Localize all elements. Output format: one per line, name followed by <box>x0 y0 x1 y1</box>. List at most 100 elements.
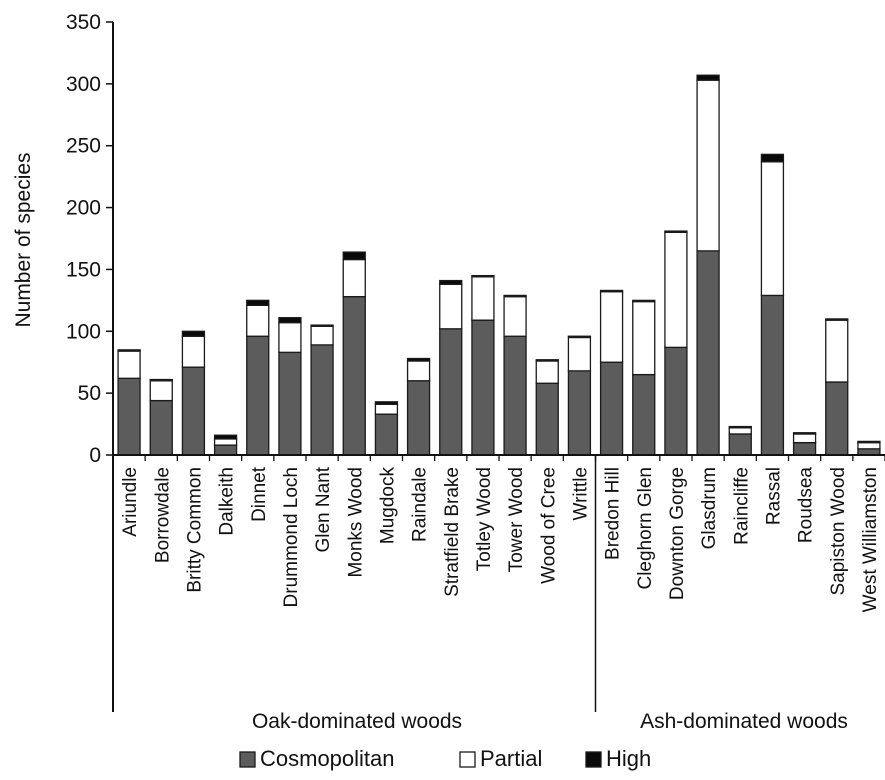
x-category-label-20: Rassal <box>763 467 784 525</box>
bar-partial-18 <box>696 79 720 252</box>
bar-high-3 <box>213 434 238 440</box>
x-category-label-6: Glen Nant <box>313 466 334 552</box>
x-category-label-0: Ariundle <box>120 467 141 537</box>
bar-partial-22 <box>825 319 849 383</box>
x-category-label-15: Bredon Hill <box>603 467 624 560</box>
bar-cosmopolitan-2 <box>181 366 206 456</box>
y-tick-label-350: 350 <box>66 11 101 34</box>
bar-partial-11 <box>471 276 495 321</box>
x-category-label-8: Mugdock <box>377 467 398 545</box>
x-category-label-4: Dinnet <box>249 466 270 522</box>
x-category-labels: Ariundle Borrowdale Britty Common Dalkeith D… <box>120 466 881 612</box>
bar-partial-15 <box>599 291 624 363</box>
x-category-label-23: West Williamston <box>860 467 881 612</box>
bar-partial-12 <box>503 295 527 337</box>
bar-high-14 <box>567 335 592 339</box>
bar-cosmopolitan-11 <box>471 319 495 456</box>
bar-high-7 <box>342 251 366 261</box>
bar-cosmopolitan-7 <box>342 295 366 456</box>
bar-partial-10 <box>439 283 463 330</box>
bar-partial-6 <box>310 325 334 346</box>
bar-cosmopolitan-20 <box>760 294 785 456</box>
bar-cosmopolitan-12 <box>503 335 527 456</box>
x-category-label-18: Glasdrum <box>699 467 720 549</box>
x-category-label-13: Wood of Cree <box>538 467 559 584</box>
bar-partial-13 <box>535 360 559 384</box>
x-category-label-22: Sapiston Wood <box>828 467 849 596</box>
y-tick-label-0: 0 <box>89 444 101 467</box>
x-category-label-9: Raindale <box>410 467 431 542</box>
x-category-label-14: Writtle <box>570 467 591 520</box>
x-category-label-17: Downton Gorge <box>667 467 688 600</box>
x-category-label-19: Raincliffe <box>731 467 752 545</box>
bar-partial-4 <box>246 304 270 337</box>
y-tick-label-250: 250 <box>66 135 101 158</box>
bar-partial-7 <box>342 258 366 298</box>
legend-swatch-cosmopolitan <box>239 751 256 768</box>
x-category-label-1: Borrowdale <box>152 467 173 563</box>
legend-label-partial: Partial <box>480 746 542 771</box>
x-category-label-10: Stratfield Brake <box>442 467 463 597</box>
bar-high-4 <box>246 299 270 306</box>
bar-high-11 <box>471 274 495 278</box>
bar-high-23 <box>857 440 881 444</box>
x-category-label-3: Dalkeith <box>217 467 238 536</box>
bar-cosmopolitan-4 <box>246 335 270 456</box>
bar-high-19 <box>728 425 752 429</box>
bar-cosmopolitan-21 <box>792 441 817 456</box>
bar-high-2 <box>181 330 206 337</box>
bar-cosmopolitan-0 <box>117 377 141 456</box>
bar-partial-21 <box>792 433 817 444</box>
bar-high-5 <box>278 317 302 324</box>
bar-high-6 <box>310 324 334 327</box>
bar-high-21 <box>792 432 817 435</box>
group-label-ash: Ash-dominated woods <box>640 710 848 733</box>
legend-label-high: High <box>606 746 651 771</box>
bar-partial-23 <box>857 441 881 450</box>
bar-partial-20 <box>760 161 785 297</box>
bar-partial-5 <box>278 321 302 353</box>
bar-high-12 <box>503 294 527 298</box>
legend-swatch-partial <box>459 751 476 768</box>
legend-label-cosmopolitan: Cosmopolitan <box>260 746 395 771</box>
bar-cosmopolitan-15 <box>599 361 624 456</box>
x-category-label-5: Drummond Loch <box>281 467 302 607</box>
x-category-label-21: Roudsea <box>796 467 817 543</box>
bar-high-17 <box>664 230 688 233</box>
bar-partial-0 <box>117 350 141 379</box>
plot-area: 0 50 100 150 200 250 300 350 Ariundle Borrowdale… <box>66 11 885 712</box>
x-category-label-11: Totley Wood <box>474 467 495 571</box>
bar-partial-8 <box>374 403 399 415</box>
bar-high-18 <box>696 74 720 81</box>
bar-cosmopolitan-8 <box>374 413 399 456</box>
bar-cosmopolitan-18 <box>696 250 720 456</box>
bar-cosmopolitan-9 <box>406 380 431 456</box>
bar-partial-9 <box>406 360 431 382</box>
bar-high-9 <box>406 357 431 362</box>
legend: Cosmopolitan Partial High <box>239 746 651 771</box>
y-tick-label-200: 200 <box>66 197 101 220</box>
x-category-label-2: Britty Common <box>184 467 205 593</box>
bar-cosmopolitan-3 <box>213 444 238 456</box>
bar-cosmopolitan-1 <box>149 399 173 456</box>
bar-cosmopolitan-6 <box>310 344 334 456</box>
bar-high-1 <box>149 378 173 382</box>
y-tick-label-300: 300 <box>66 73 101 96</box>
bar-partial-16 <box>632 300 656 376</box>
bar-cosmopolitan-17 <box>664 346 688 456</box>
bar-partial-3 <box>213 438 238 446</box>
bar-partial-19 <box>728 427 752 435</box>
y-tick-label-150: 150 <box>66 258 101 281</box>
x-category-label-7: Monks Wood <box>345 467 366 578</box>
x-category-label-16: Cleghorn Glen <box>635 467 656 590</box>
bar-high-16 <box>632 299 656 303</box>
bar-cosmopolitan-22 <box>825 381 849 456</box>
bar-high-13 <box>535 359 559 362</box>
x-category-label-12: Tower Wood <box>506 467 527 572</box>
bar-high-0 <box>117 349 141 352</box>
legend-swatch-high <box>585 751 602 768</box>
bar-high-22 <box>825 318 849 321</box>
bar-partial-1 <box>149 380 173 402</box>
bar-cosmopolitan-16 <box>632 373 656 456</box>
